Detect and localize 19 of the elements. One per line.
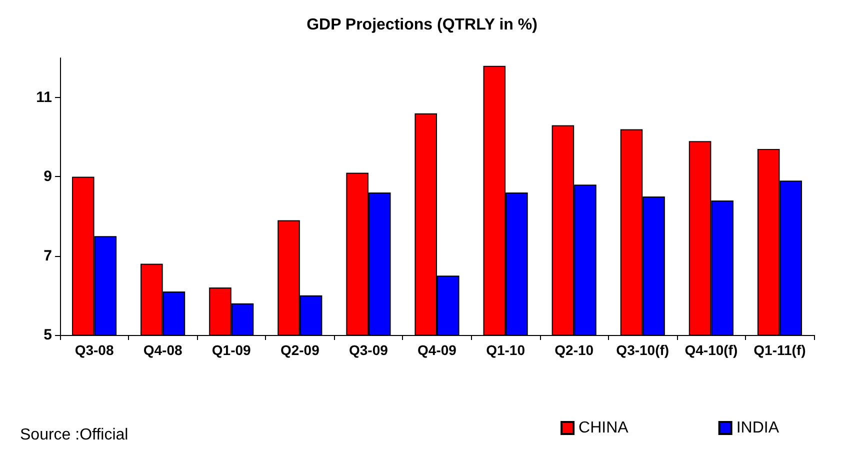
y-tick-label: 5 [44, 326, 52, 344]
x-tick-label: Q3-10(f) [616, 342, 670, 358]
x-tick-label: Q3-09 [348, 342, 388, 358]
x-tick-label: Q1-09 [212, 342, 252, 358]
x-tick-label: Q4-10(f) [684, 342, 738, 358]
legend-label: INDIA [736, 420, 780, 436]
x-tick-label: Q1-10 [486, 342, 526, 358]
source-note: Source :Official [20, 426, 128, 444]
x-tick-label: Q4-09 [418, 342, 457, 358]
legend-label: CHINA [578, 420, 629, 436]
x-tick-label: Q2-09 [280, 342, 320, 358]
y-tick-label: 11 [36, 89, 52, 106]
x-tick-label: Q1-11(f) [754, 342, 806, 358]
x-tick-label: Q2-10 [554, 342, 594, 358]
y-tick-label: 9 [44, 168, 52, 186]
y-tick-label: 7 [44, 247, 52, 264]
x-tick-label: Q3-08 [74, 342, 114, 358]
chart-title: GDP Projections (QTRLY in %) [306, 16, 538, 34]
x-tick-label: Q4-08 [143, 342, 182, 358]
